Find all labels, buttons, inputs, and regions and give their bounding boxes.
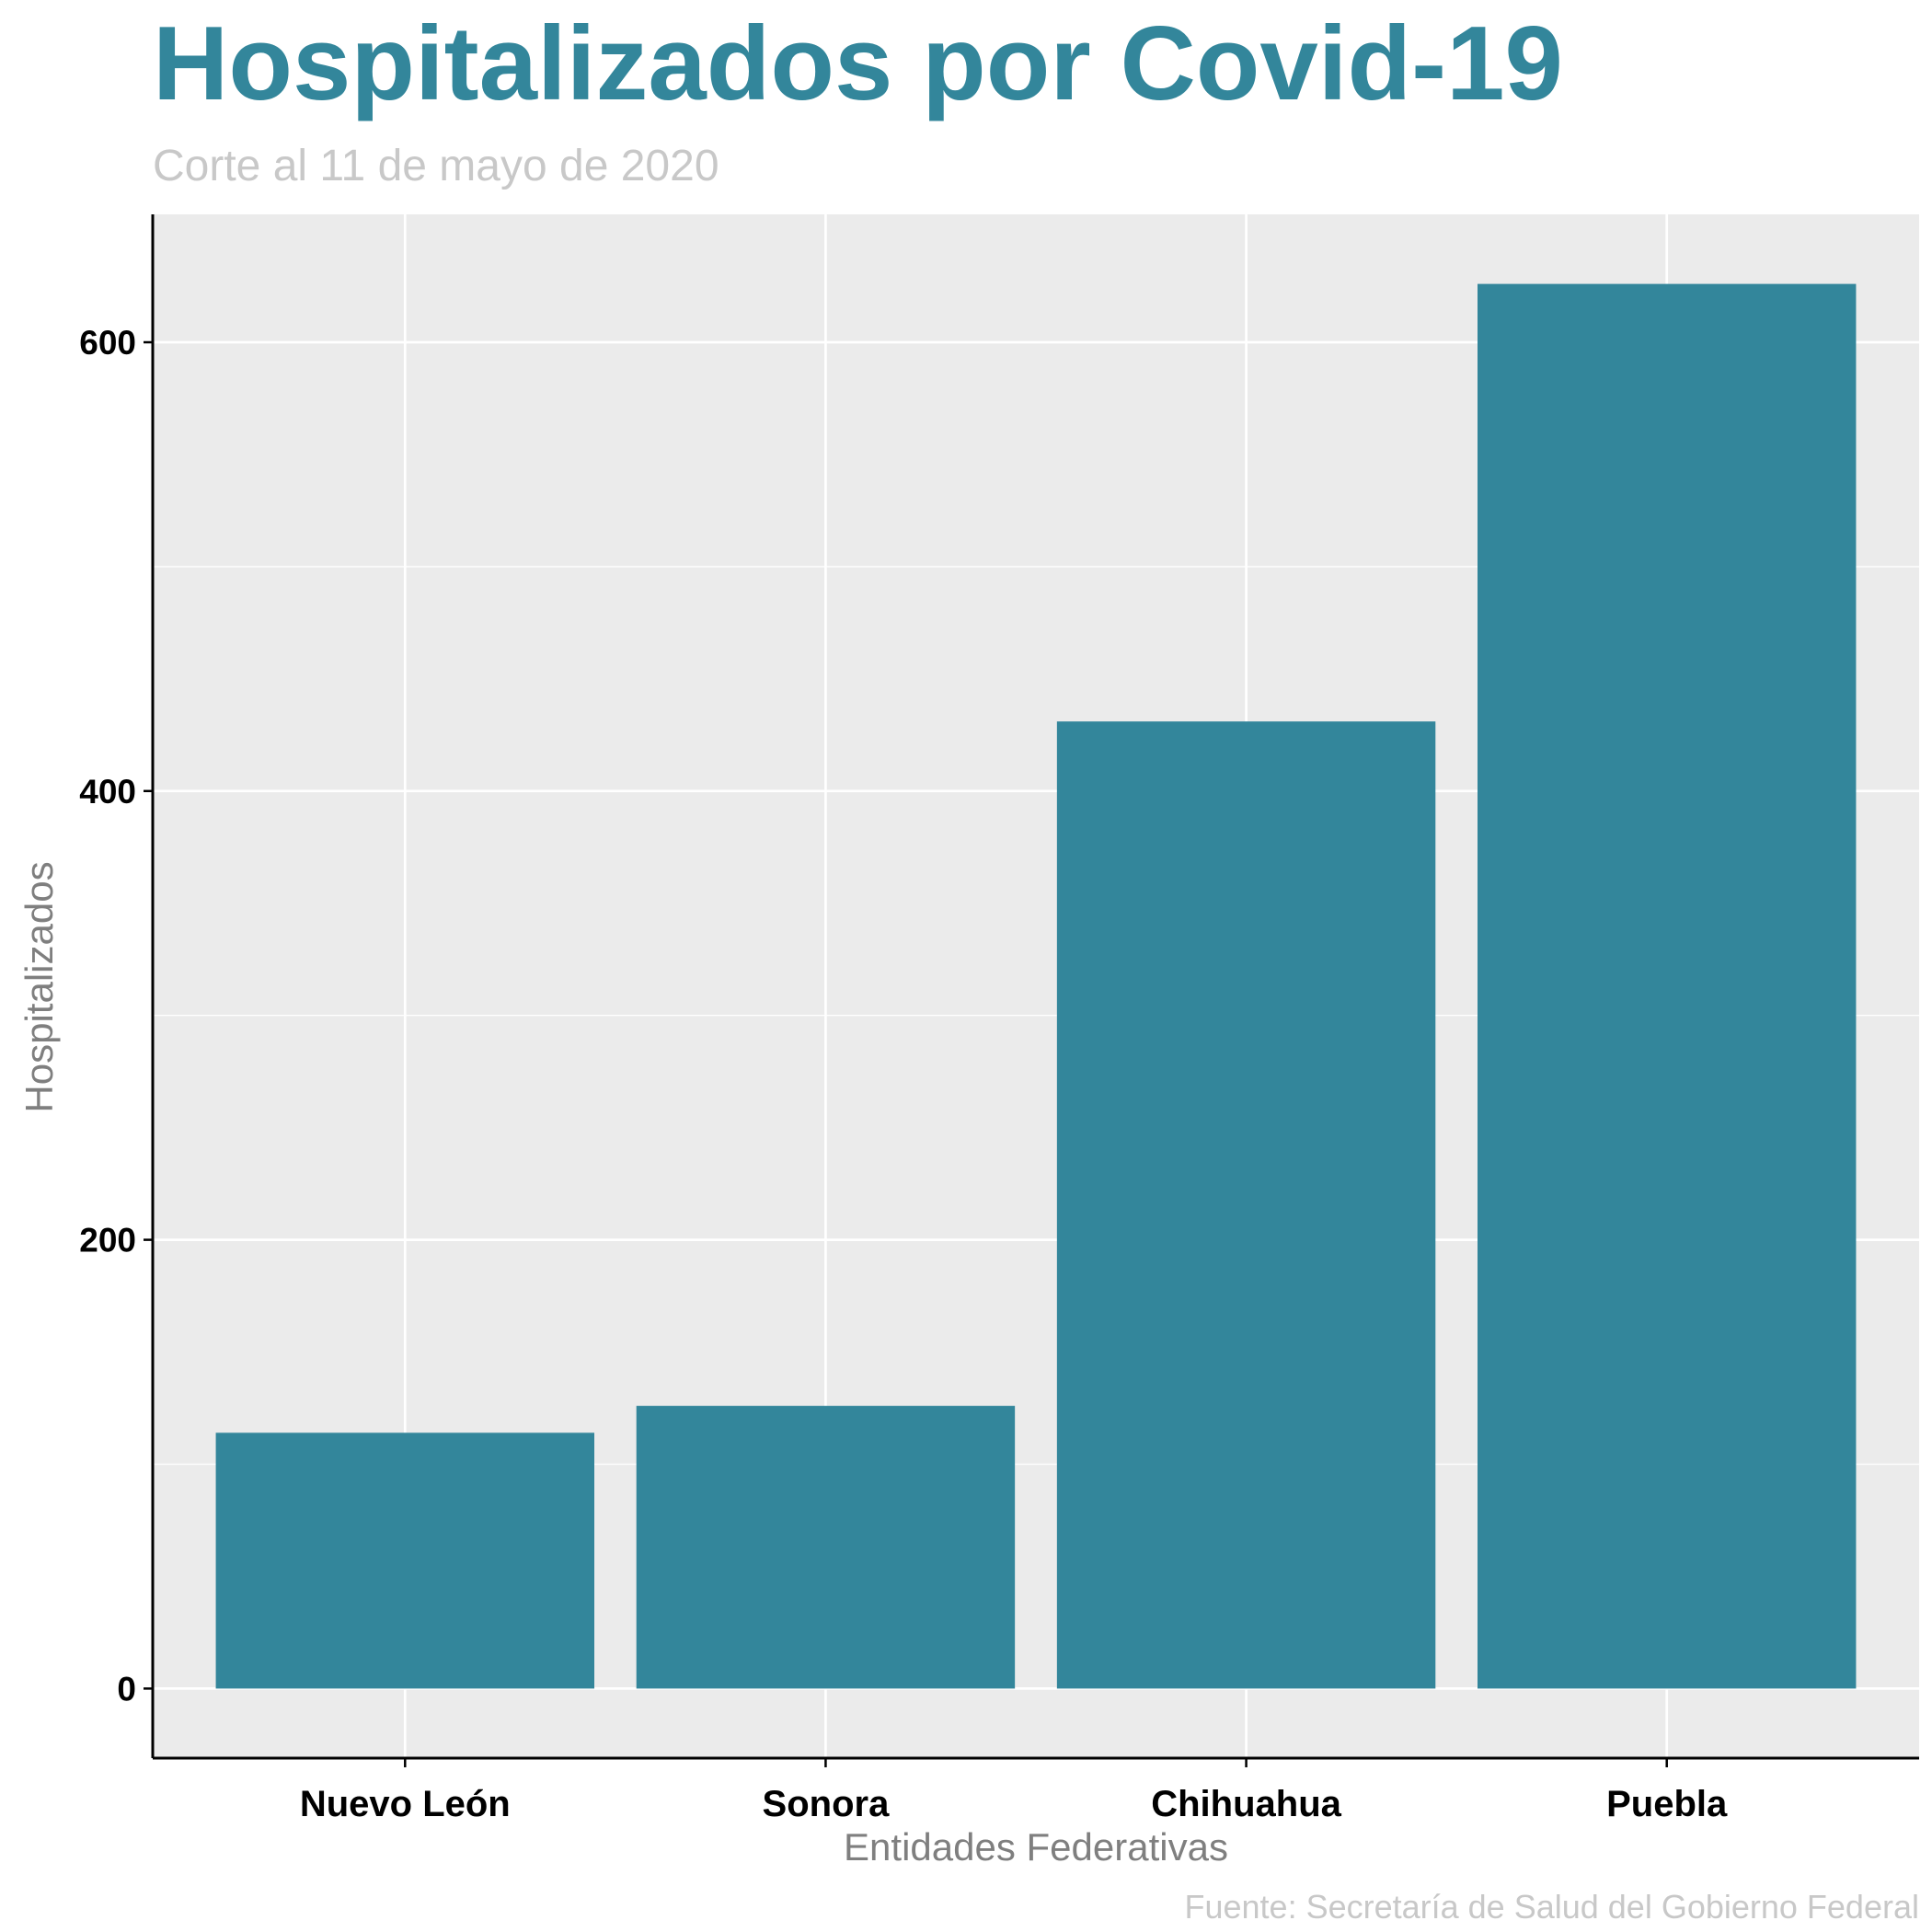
x-tick-labels: Nuevo León Sonora Chihuahua Puebla (300, 1784, 1728, 1824)
x-tick-label: Puebla (1606, 1784, 1728, 1824)
bars (215, 283, 1857, 1689)
x-tick-label: Chihuahua (1151, 1784, 1341, 1824)
bar-chihuahua (1056, 721, 1436, 1689)
y-axis-title: Hospitalizados (17, 861, 61, 1112)
x-tick-label: Nuevo León (300, 1784, 511, 1824)
y-tick-label: 200 (79, 1222, 136, 1259)
chart-subtitle: Corte al 11 de mayo de 2020 (153, 142, 719, 190)
bar-puebla (1478, 283, 1857, 1689)
x-tick-label: Sonora (763, 1784, 891, 1824)
bar-sonora (636, 1406, 1016, 1689)
y-tick-label: 600 (79, 324, 136, 362)
y-tick-label: 0 (117, 1670, 136, 1708)
chart-title: Hospitalizados por Covid-19 (153, 6, 1563, 122)
y-tick-label: 400 (79, 773, 136, 811)
axes (144, 214, 1919, 1767)
y-tick-labels: 0 200 400 600 (79, 324, 136, 1708)
x-axis-title: Entidades Federativas (844, 1825, 1228, 1869)
chart-caption: Fuente: Secretaría de Salud del Gobierno… (1185, 1888, 1920, 1926)
bar-nuevo-león (215, 1432, 595, 1689)
